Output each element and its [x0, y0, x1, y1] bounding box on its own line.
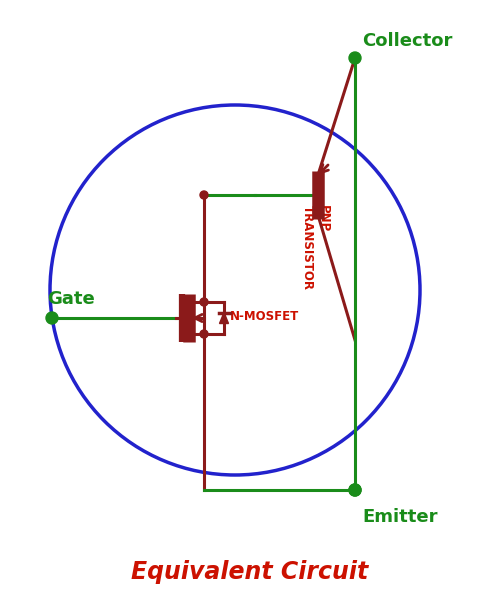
- Text: Gate: Gate: [47, 290, 95, 308]
- Text: Equivalent Circuit: Equivalent Circuit: [132, 560, 368, 584]
- Circle shape: [349, 52, 361, 64]
- Circle shape: [46, 312, 58, 324]
- Text: Emitter: Emitter: [362, 508, 438, 526]
- Circle shape: [200, 330, 208, 338]
- Circle shape: [349, 484, 361, 496]
- Polygon shape: [220, 313, 228, 324]
- Text: PNP
TRANSISTOR: PNP TRANSISTOR: [301, 205, 330, 290]
- Circle shape: [200, 191, 208, 199]
- Text: N-MOSFET: N-MOSFET: [230, 310, 299, 323]
- Circle shape: [349, 484, 361, 496]
- Text: Collector: Collector: [362, 32, 452, 50]
- Circle shape: [200, 298, 208, 306]
